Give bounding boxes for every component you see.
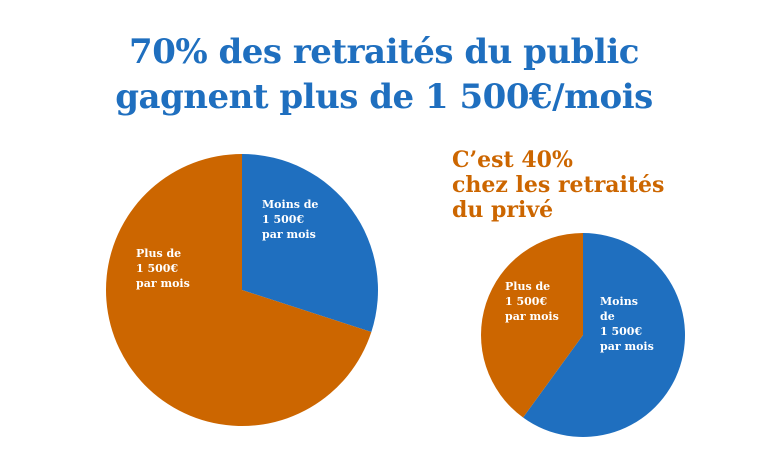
slice-label-line: 1 500€ [600, 325, 642, 338]
slice-label-line: par mois [600, 340, 654, 353]
slice-label-line: 1 500€ [262, 213, 304, 226]
slice-label-line: Moins [600, 295, 638, 308]
pie-chart-private: Moins de 1 500€ par mois Plus de 1 500€ par mo… [481, 233, 686, 438]
title-line-1: 70% des retraités du public [129, 32, 639, 72]
note-line-3: du privé [452, 197, 554, 223]
title-line-2: gagnent plus de 1 500€/mois [115, 77, 653, 117]
slice-label-line: par mois [136, 277, 190, 290]
slice-label-line: de [600, 310, 615, 323]
slice-label-line: 1 500€ [505, 295, 547, 308]
pie-slice-private-above-1500 [481, 233, 583, 418]
slice-label-line: par mois [262, 228, 316, 241]
slice-label-line: 1 500€ [136, 262, 178, 275]
slice-label-private-above-1500: Plus de 1 500€ par mois [505, 280, 559, 323]
slice-label-line: Plus de [505, 280, 550, 293]
note-line-2: chez les retraités [452, 172, 665, 198]
slice-label-line: par mois [505, 310, 559, 323]
slice-label-public-above-1500: Plus de 1 500€ par mois [136, 247, 190, 290]
pie-slice-public-above-1500 [105, 154, 372, 427]
slice-label-line: Moins de [262, 198, 318, 211]
pie-slice-public-below-1500 [242, 154, 378, 333]
slice-label-private-below-1500: Moins de 1 500€ par mois [600, 295, 654, 353]
pie-chart-public: Moins de 1 500€ par mois Plus de 1 500€ par m… [105, 154, 378, 427]
note-line-1: C’est 40% [452, 147, 573, 173]
chart-title: 70% des retraités du public gagnent plus… [0, 30, 768, 120]
slice-label-public-below-1500: Moins de 1 500€ par mois [262, 198, 318, 241]
pie-slice-private-below-1500 [523, 233, 686, 438]
private-sector-note: C’est 40% chez les retraités du privé [452, 148, 664, 223]
slice-label-line: Plus de [136, 247, 181, 260]
